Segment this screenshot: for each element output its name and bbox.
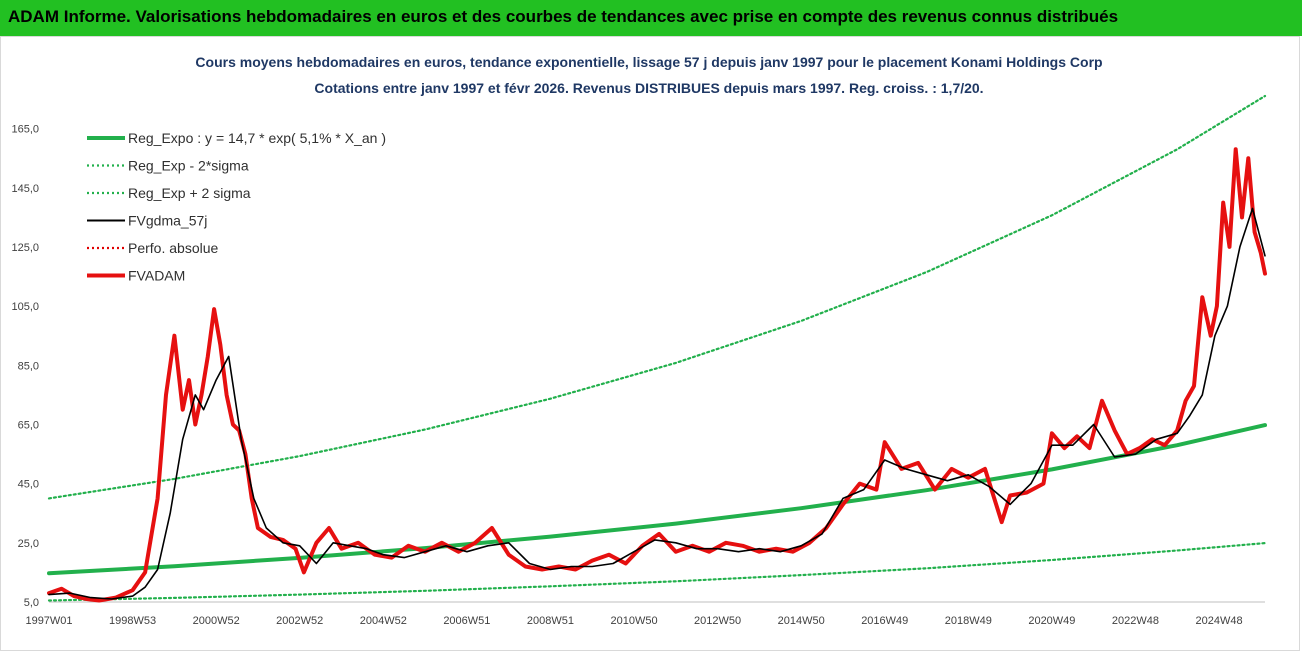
fvgdma-57j-line — [48, 207, 1266, 600]
reg-exp-plus-2sigma-line — [47, 94, 1267, 500]
fvadam-line — [47, 147, 1267, 603]
y-tick-label: 5,0 — [24, 597, 39, 609]
y-tick-label: 125,0 — [11, 242, 39, 254]
legend-label: Reg_Exp + 2 sigma — [128, 185, 251, 201]
legend-label: Reg_Expo : y = 14,7 * exp( 5,1% * X_an ) — [128, 130, 386, 146]
x-tick-label: 2006W51 — [443, 615, 490, 627]
x-tick-label: 2004W52 — [360, 615, 407, 627]
reg-expo-line — [47, 423, 1267, 576]
plot-area — [47, 94, 1267, 603]
x-tick-label: 2008W51 — [527, 615, 574, 627]
x-tick-label: 2018W49 — [945, 615, 992, 627]
chart-subtitle: Cotations entre janv 1997 et févr 2026. … — [314, 80, 983, 96]
y-tick-label: 25,0 — [18, 538, 39, 550]
reg-exp-minus-2sigma-line — [47, 542, 1267, 602]
x-tick-label: 2016W49 — [861, 615, 908, 627]
x-tick-label: 2024W48 — [1195, 615, 1242, 627]
x-tick-label: 2000W52 — [193, 615, 240, 627]
x-tick-label: 2022W48 — [1112, 615, 1159, 627]
y-tick-label: 165,0 — [11, 124, 39, 136]
y-tick-label: 45,0 — [18, 479, 39, 491]
x-tick-label: 2012W50 — [694, 615, 741, 627]
chart-title: Cours moyens hebdomadaires en euros, ten… — [195, 54, 1102, 70]
legend-label: Perfo. absolue — [128, 240, 218, 256]
legend-label: Reg_Exp - 2*sigma — [128, 158, 249, 174]
x-axis: 1997W01 1998W53 2000W52 2002W52 2004W52 2006W… — [25, 615, 1242, 627]
y-tick-label: 65,0 — [18, 419, 39, 431]
chart: Cours moyens hebdomadaires en euros, ten… — [11, 54, 1267, 627]
x-tick-label: 2014W50 — [778, 615, 825, 627]
legend: Reg_Expo : y = 14,7 * exp( 5,1% * X_an )… — [87, 130, 386, 284]
chart-frame: Cours moyens hebdomadaires en euros, ten… — [0, 36, 1300, 651]
report-banner: ADAM Informe. Valorisations hebdomadaire… — [0, 0, 1302, 36]
x-tick-label: 1997W01 — [25, 615, 72, 627]
y-axis: 5,0 25,0 45,0 65,0 85,0 105,0 125,0 145,0 165,0 — [11, 124, 1265, 609]
legend-label: FVgdma_57j — [128, 213, 207, 229]
x-tick-label: 2010W50 — [610, 615, 657, 627]
legend-label: FVADAM — [128, 268, 185, 284]
x-tick-label: 2020W49 — [1028, 615, 1075, 627]
report-title: ADAM Informe. Valorisations hebdomadaire… — [8, 7, 1119, 26]
x-tick-label: 1998W53 — [109, 615, 156, 627]
x-tick-label: 2002W52 — [276, 615, 323, 627]
y-tick-label: 105,0 — [11, 301, 39, 313]
y-tick-label: 145,0 — [11, 183, 39, 195]
y-tick-label: 85,0 — [18, 360, 39, 372]
